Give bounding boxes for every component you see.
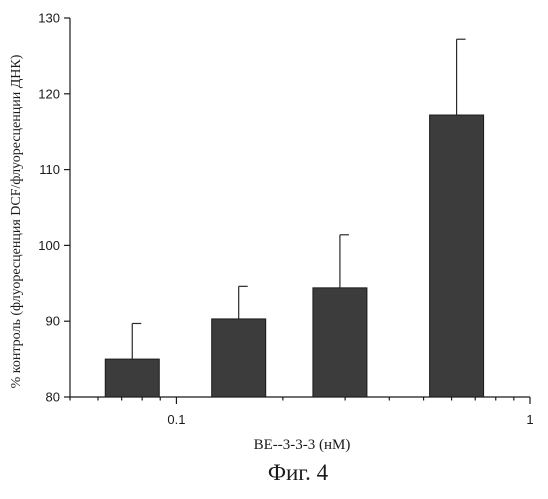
bar-4 [429,114,485,398]
y-tick-label: 110 [39,162,60,177]
y-tick-label: 120 [38,86,60,101]
bar-2 [211,318,267,398]
x-tick-label: 0.1 [167,412,185,427]
y-tick-label: 90 [46,314,60,329]
y-tick-label: 130 [38,11,60,26]
bar-1 [104,358,160,398]
figure-caption: Фиг. 4 [267,460,329,485]
x-axis-label: BE--3-3-3 (нМ) [254,437,351,453]
bar-3 [312,287,368,398]
plot-area: 80 90 100 110 120 130 0.1 1 BE--3-3-3 (нМ) % конт… [9,11,534,454]
y-tick-label: 100 [38,238,60,253]
y-tick-label: 80 [46,390,60,405]
y-axis-label: % контроль (флуоресценция DCF/флуоресцен… [9,54,24,388]
x-tick-label: 1 [526,412,533,427]
